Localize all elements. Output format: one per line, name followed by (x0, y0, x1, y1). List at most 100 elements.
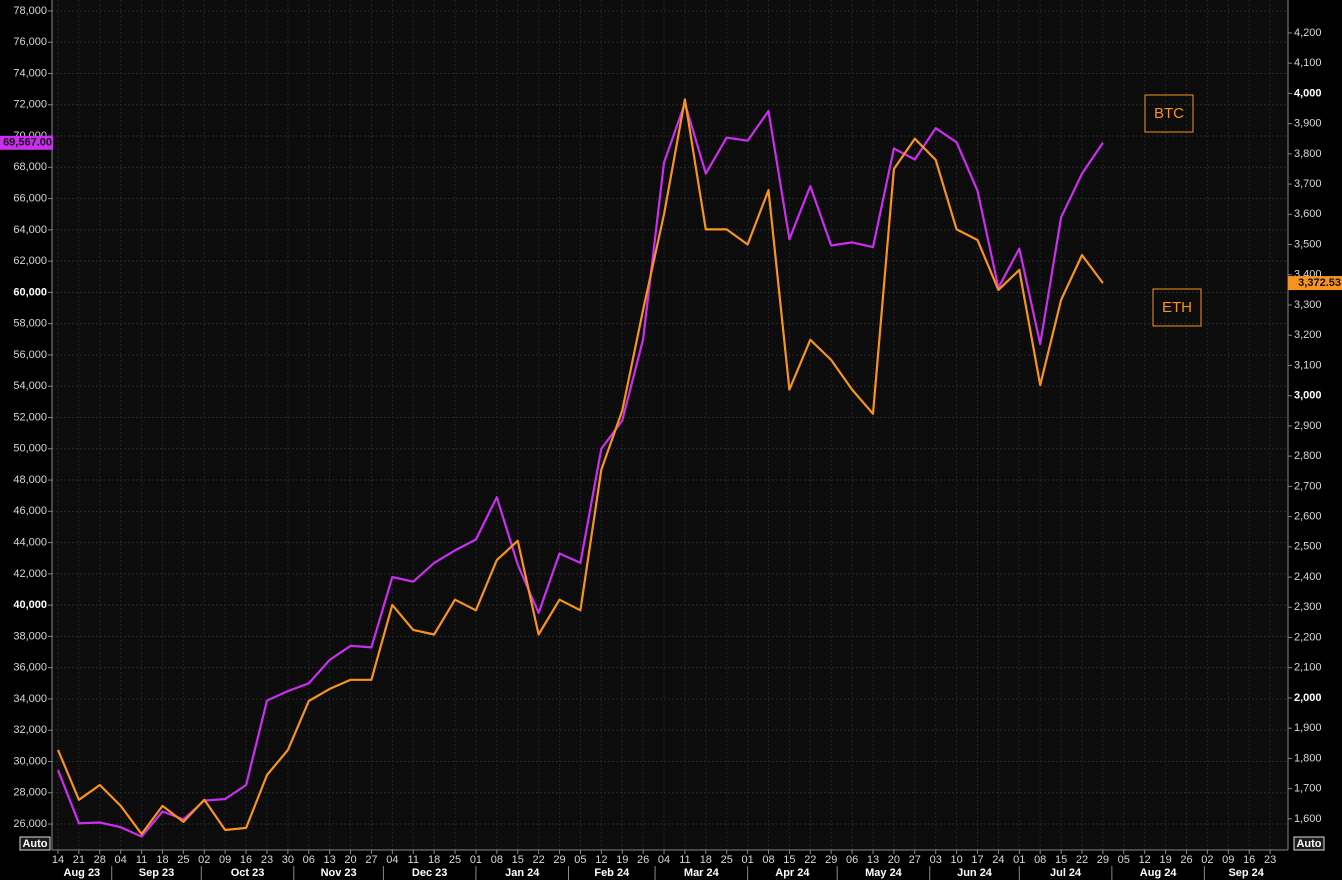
x-tick-label: 09 (219, 854, 231, 866)
y2-tick-label: 1,600 (1294, 813, 1322, 825)
month-label: Feb 24 (594, 867, 630, 879)
x-tick-label: 04 (386, 854, 398, 866)
x-tick-label: 22 (1076, 854, 1088, 866)
lines (56, 98, 1104, 838)
y2-tick-label: 3,700 (1294, 178, 1322, 190)
month-label: Aug 23 (64, 867, 101, 879)
month-label: Nov 23 (321, 867, 357, 879)
auto-button-label[interactable]: Auto (22, 838, 47, 850)
series-line (56, 98, 1104, 836)
y-tick-label: 76,000 (13, 36, 47, 48)
last-value-label: 69,567.00 (3, 137, 52, 149)
y2-tick-label: 2,600 (1294, 510, 1322, 522)
month-label: Jun 24 (957, 867, 993, 879)
y2-tick-label: 3,600 (1294, 208, 1322, 220)
x-tick-label: 11 (136, 854, 147, 866)
legend-box (1152, 288, 1202, 327)
x-tick-label: 05 (1118, 854, 1130, 866)
y-tick-label: 56,000 (13, 349, 47, 361)
y2-tick-label: 2,000 (1294, 692, 1322, 704)
x-tick-label: 13 (324, 854, 336, 866)
y-tick-label: 30,000 (13, 755, 47, 767)
auto-button[interactable] (1293, 836, 1325, 851)
y-tick-label: 46,000 (13, 505, 47, 517)
month-label: May 24 (865, 867, 903, 879)
x-tick-label: 02 (1201, 854, 1213, 866)
x-tick-label: 01 (1013, 854, 1025, 866)
x-tick-label: 25 (177, 854, 189, 866)
y2-tick-label: 2,900 (1294, 420, 1322, 432)
y2-tick-label: 3,100 (1294, 359, 1322, 371)
x-tick-label: 06 (303, 854, 315, 866)
legend-label: BTC (1154, 105, 1184, 122)
x-tick-label: 20 (888, 854, 900, 866)
y-tick-label: 40,000 (13, 599, 47, 611)
y2-tick-label: 1,900 (1294, 722, 1322, 734)
x-tick-label: 11 (408, 854, 419, 866)
y-tick-label: 28,000 (13, 787, 47, 799)
axes: 26,000 28,000 30,000 32,000 34,000 36,000 38,0… (13, 0, 1322, 880)
y2-tick-label: 3,800 (1294, 148, 1322, 160)
y2-tick-label: 2,200 (1294, 631, 1322, 643)
x-tick-label: 16 (1243, 854, 1255, 866)
x-tick-label: 19 (616, 854, 628, 866)
x-tick-label: 12 (595, 854, 607, 866)
y-tick-label: 78,000 (13, 5, 47, 17)
last-value-label: 3,372.53 (1298, 277, 1341, 289)
y-tick-label: 36,000 (13, 662, 47, 674)
y2-tick-label: 3,200 (1294, 329, 1322, 341)
x-tick-label: 26 (1180, 854, 1192, 866)
y-tick-label: 68,000 (13, 161, 47, 173)
x-tick-label: 18 (428, 854, 440, 866)
month-label: Sep 24 (1228, 867, 1264, 879)
y2-tick-label: 4,200 (1294, 27, 1322, 39)
last-value-box (0, 135, 53, 150)
x-tick-label: 22 (804, 854, 816, 866)
auto-button-label[interactable]: Auto (1296, 838, 1321, 850)
last-value-box (1288, 276, 1342, 291)
y2-tick-label: 2,300 (1294, 601, 1322, 613)
x-tick-label: 17 (971, 854, 983, 866)
x-tick-label: 08 (762, 854, 774, 866)
y2-tick-label: 3,000 (1294, 390, 1322, 402)
month-label: Jan 24 (505, 867, 540, 879)
y-tick-label: 48,000 (13, 474, 47, 486)
x-tick-label: 21 (73, 854, 85, 866)
x-tick-label: 25 (721, 854, 733, 866)
x-tick-label: 15 (512, 854, 524, 866)
x-tick-label: 25 (449, 854, 461, 866)
x-tick-label: 23 (1264, 854, 1276, 866)
x-tick-label: 29 (825, 854, 837, 866)
x-tick-label: 30 (282, 854, 294, 866)
x-tick-label: 10 (950, 854, 962, 866)
x-tick-label: 08 (1034, 854, 1046, 866)
x-tick-label: 27 (365, 854, 377, 866)
x-tick-label: 14 (52, 854, 64, 866)
legend-box (1144, 94, 1194, 133)
x-tick-label: 20 (344, 854, 356, 866)
month-label: Dec 23 (412, 867, 447, 879)
x-tick-label: 13 (867, 854, 879, 866)
x-tick-label: 29 (1097, 854, 1109, 866)
x-tick-label: 19 (1159, 854, 1171, 866)
y2-tick-label: 2,400 (1294, 571, 1322, 583)
y-tick-label: 58,000 (13, 318, 47, 330)
x-tick-label: 22 (533, 854, 545, 866)
y2-tick-label: 1,700 (1294, 783, 1322, 795)
month-label: Oct 23 (231, 867, 265, 879)
y-tick-label: 64,000 (13, 224, 47, 236)
y-tick-label: 74,000 (13, 67, 47, 79)
month-label: Sep 23 (139, 867, 174, 879)
x-tick-label: 29 (553, 854, 565, 866)
month-label: Mar 24 (684, 867, 720, 879)
series-line (56, 102, 1104, 838)
y-tick-label: 32,000 (13, 724, 47, 736)
y-tick-label: 44,000 (13, 536, 47, 548)
x-tick-label: 23 (261, 854, 273, 866)
x-tick-label: 01 (741, 854, 753, 866)
y2-tick-label: 2,500 (1294, 541, 1322, 553)
x-tick-label: 15 (1055, 854, 1067, 866)
y2-tick-label: 2,100 (1294, 662, 1322, 674)
auto-button[interactable] (19, 836, 51, 851)
